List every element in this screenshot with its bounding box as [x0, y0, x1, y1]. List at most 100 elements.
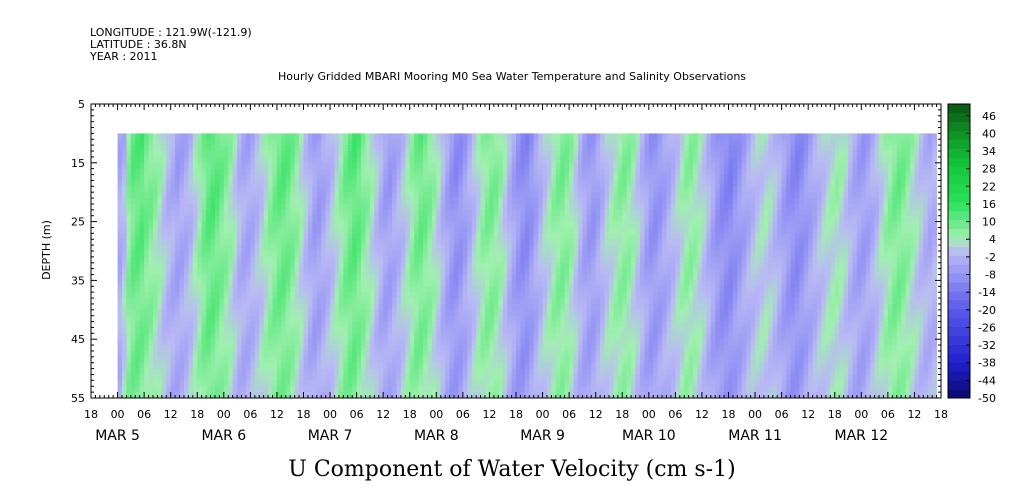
- heatmap-cell: [431, 321, 437, 328]
- heatmap-cell: [352, 192, 358, 199]
- heatmap-cell: [365, 309, 371, 317]
- heatmap-cell: [378, 327, 384, 334]
- heatmap-cell: [485, 203, 490, 211]
- heatmap-cell: [595, 350, 601, 358]
- heatmap-cell: [307, 221, 313, 228]
- heatmap-cell: [343, 274, 349, 281]
- heatmap-cell: [232, 151, 238, 158]
- heatmap-cell: [232, 162, 238, 170]
- heatmap-cell: [564, 392, 570, 399]
- heatmap-cell: [396, 133, 402, 140]
- heatmap-cell: [365, 186, 371, 193]
- heatmap-cell: [369, 203, 375, 211]
- heatmap-cell: [343, 256, 349, 264]
- heatmap-cell: [166, 233, 172, 240]
- heatmap-cell: [560, 192, 566, 199]
- heatmap-cell: [361, 380, 366, 387]
- heatmap-cell: [338, 133, 344, 140]
- heatmap-cell: [179, 386, 185, 393]
- heatmap-cell: [321, 227, 327, 234]
- heatmap-cell: [245, 227, 251, 234]
- heatmap-cell: [551, 292, 557, 299]
- heatmap-cell: [560, 245, 566, 252]
- heatmap-cell: [250, 345, 256, 352]
- heatmap-cell: [126, 139, 132, 146]
- heatmap-cell: [152, 245, 158, 252]
- heatmap-cell: [148, 321, 154, 328]
- heatmap-cell: [493, 350, 499, 358]
- heatmap-cell: [139, 139, 145, 146]
- heatmap-cell: [369, 192, 375, 199]
- heatmap-cell: [564, 251, 570, 258]
- heatmap-cell: [117, 298, 123, 305]
- heatmap-cell: [316, 380, 322, 387]
- heatmap-cell: [409, 374, 415, 381]
- heatmap-cell: [516, 368, 521, 375]
- heatmap-cell: [237, 227, 242, 234]
- heatmap-cell: [400, 162, 406, 170]
- heatmap-cell: [507, 374, 512, 381]
- heatmap-cell: [604, 333, 610, 340]
- heatmap-cell: [175, 327, 180, 334]
- heatmap-cell: [418, 368, 424, 375]
- heatmap-cell: [595, 303, 601, 311]
- heatmap-cell: [511, 380, 517, 387]
- heatmap-cell: [369, 245, 375, 252]
- heatmap-cell: [356, 145, 362, 152]
- heatmap-cell: [378, 350, 384, 358]
- heatmap-cell: [396, 374, 402, 381]
- heatmap-cell: [400, 274, 406, 281]
- heatmap-cell: [423, 298, 428, 305]
- heatmap-cell: [400, 239, 406, 246]
- heatmap-cell: [476, 374, 481, 381]
- heatmap-cell: [365, 262, 371, 270]
- heatmap-cell: [276, 339, 282, 346]
- heatmap-cell: [356, 227, 362, 234]
- heatmap-cell: [485, 162, 490, 170]
- heatmap-cell: [161, 221, 167, 228]
- heatmap-cell: [569, 262, 574, 270]
- heatmap-cell: [396, 362, 402, 369]
- heatmap-cell: [480, 333, 486, 340]
- heatmap-cell: [374, 333, 380, 340]
- heatmap-cell: [577, 209, 583, 217]
- heatmap-cell: [489, 262, 495, 270]
- heatmap-cell: [307, 203, 313, 211]
- heatmap-cell: [197, 268, 203, 275]
- heatmap-cell: [228, 392, 234, 399]
- heatmap-cell: [170, 203, 176, 211]
- heatmap-cell: [210, 280, 216, 287]
- heatmap-cell: [347, 251, 353, 258]
- heatmap-cell: [139, 350, 145, 358]
- heatmap-cell: [538, 333, 543, 340]
- heatmap-cell: [485, 374, 490, 381]
- heatmap-cell: [524, 209, 530, 217]
- heatmap-cell: [321, 180, 327, 187]
- heatmap-cell: [467, 233, 473, 240]
- heatmap-cell: [250, 209, 256, 217]
- heatmap-cell: [582, 356, 588, 364]
- heatmap-cell: [307, 350, 313, 358]
- heatmap-cell: [454, 286, 459, 293]
- heatmap-cell: [206, 392, 211, 399]
- heatmap-cell: [462, 321, 468, 328]
- heatmap-cell: [325, 286, 331, 293]
- heatmap-cell: [259, 227, 265, 234]
- heatmap-cell: [458, 350, 464, 358]
- heatmap-cell: [175, 315, 180, 322]
- heatmap-cell: [436, 392, 442, 399]
- heatmap-cell: [303, 162, 309, 170]
- heatmap-cell: [462, 362, 468, 369]
- heatmap-cell: [197, 303, 203, 311]
- heatmap-cell: [268, 362, 273, 369]
- heatmap-cell: [294, 162, 300, 170]
- heatmap-cell: [449, 292, 455, 299]
- heatmap-cell: [498, 139, 504, 146]
- heatmap-cell: [409, 233, 415, 240]
- heatmap-cell: [223, 315, 229, 322]
- heatmap-cell: [396, 145, 402, 152]
- heatmap-cell: [321, 151, 327, 158]
- heatmap-cell: [369, 151, 375, 158]
- heatmap-cell: [586, 162, 592, 170]
- heatmap-cell: [365, 303, 371, 311]
